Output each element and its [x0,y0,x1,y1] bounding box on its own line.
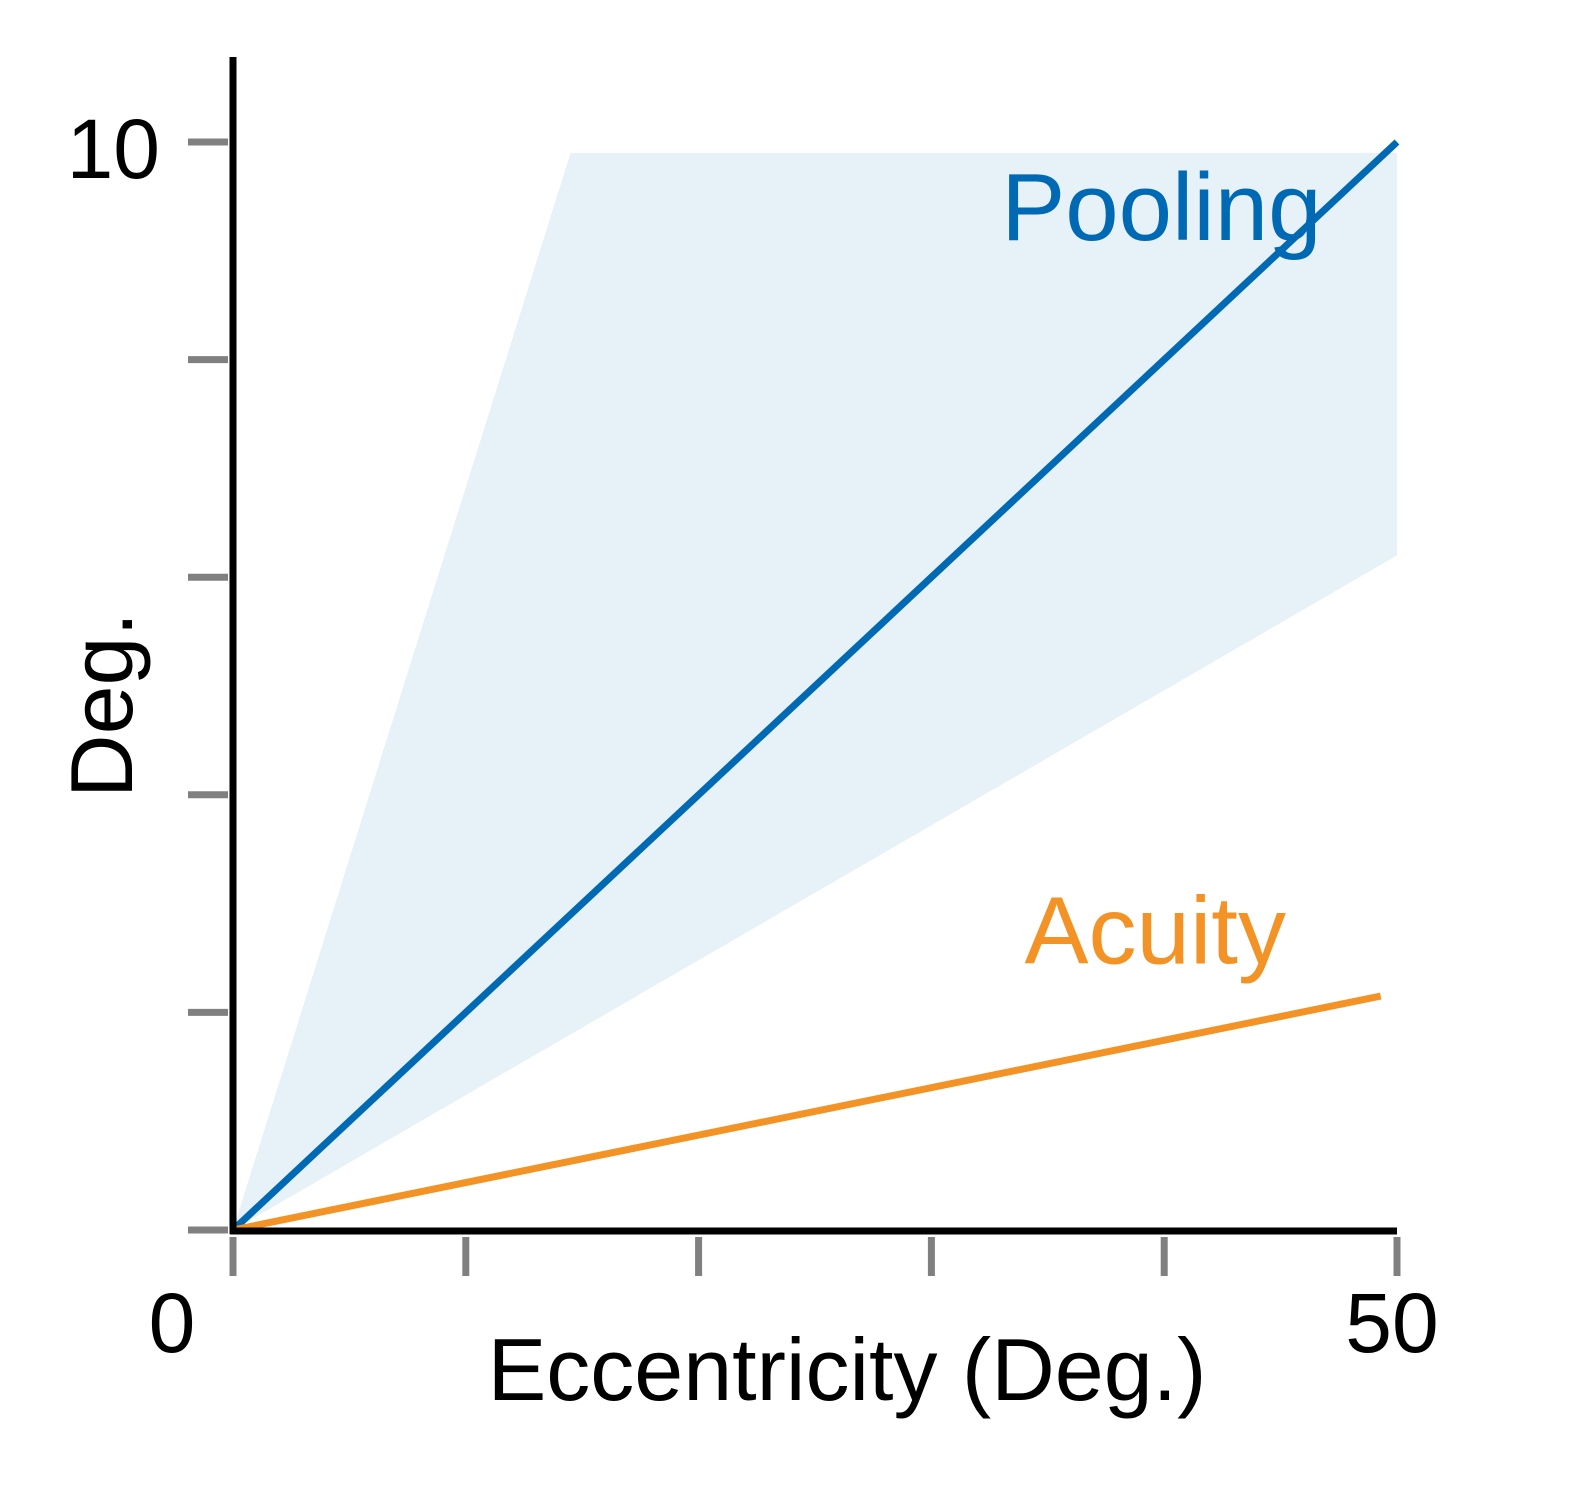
y-tick-marks [188,138,228,1234]
series-lines [230,139,1400,1234]
y-axis-title: Deg. [52,612,151,798]
x-tick-marks [229,1237,1401,1276]
pooling-line [230,139,1400,1233]
axes [229,57,1397,1235]
series-labels: Pooling Acuity [1001,154,1321,985]
tick-labels: 0 50 10 [67,102,1439,1370]
x-tick-label-0: 0 [149,1276,196,1370]
pooling-label: Pooling [1001,154,1321,261]
acuity-line [232,992,1382,1234]
x-axis-title: Eccentricity (Deg.) [488,1320,1207,1419]
acuity-label: Acuity [1025,877,1286,984]
y-tick-label-10: 10 [67,102,160,196]
x-tick-label-50: 50 [1345,1276,1438,1370]
